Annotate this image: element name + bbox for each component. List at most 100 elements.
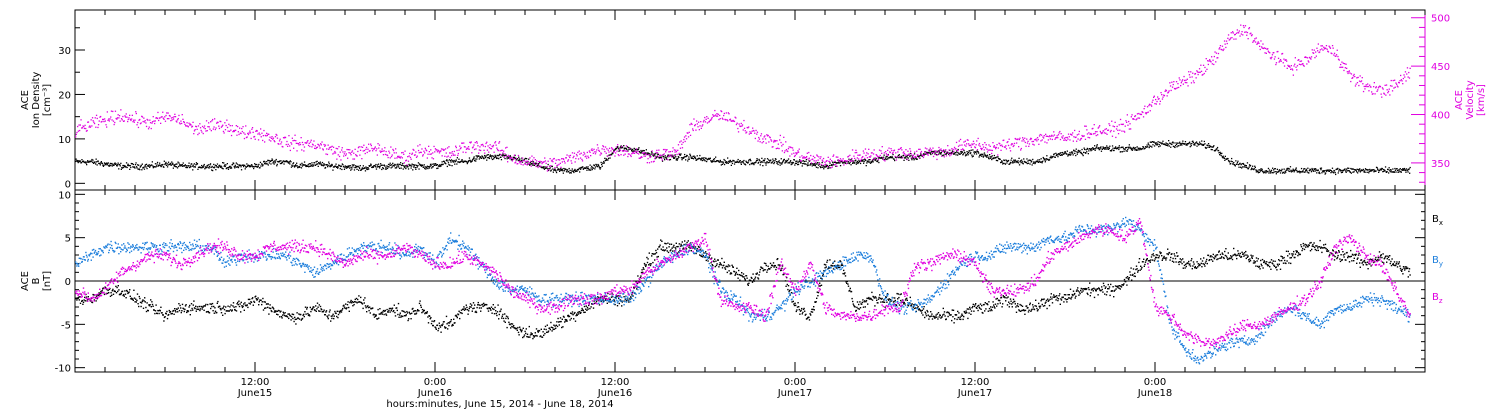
data-point: [429, 165, 431, 167]
data-point: [519, 161, 522, 163]
data-point: [1254, 166, 1256, 169]
data-point: [622, 150, 624, 152]
data-point: [245, 166, 247, 168]
data-point: [336, 166, 338, 168]
data-point: [107, 163, 109, 165]
data-point: [363, 149, 366, 152]
data-point: [239, 127, 241, 129]
data-point: [354, 167, 356, 169]
data-point: [807, 162, 809, 164]
data-point: [248, 166, 251, 168]
data-point: [1085, 149, 1087, 151]
data-point: [362, 150, 364, 152]
data-point: [984, 153, 986, 156]
data-point: [1123, 130, 1125, 132]
data-point: [1220, 154, 1222, 157]
data-point: [524, 157, 527, 160]
data-point: [1368, 172, 1370, 174]
data-point: [1022, 138, 1024, 141]
data-point: [450, 161, 452, 163]
data-point: [1300, 64, 1302, 66]
data-point: [235, 129, 237, 131]
data-point: [745, 160, 747, 162]
data-point: [1009, 163, 1011, 165]
data-point: [536, 160, 538, 162]
data-point: [1188, 142, 1190, 144]
data-point: [119, 164, 121, 166]
data-point: [673, 149, 675, 151]
data-point: [596, 149, 598, 151]
data-point: [855, 159, 857, 161]
data-point: [1123, 150, 1125, 152]
data-point: [176, 119, 179, 121]
data-point: [750, 132, 752, 134]
data-point: [354, 165, 357, 167]
data-point: [663, 153, 665, 155]
data-point: [1115, 128, 1118, 130]
data-point: [434, 151, 436, 153]
data-point: [901, 149, 903, 151]
data-point: [651, 152, 653, 154]
data-point: [456, 163, 458, 165]
data-point: [358, 146, 360, 148]
data-point: [638, 157, 640, 159]
data-point: [1209, 60, 1211, 62]
data-point: [478, 155, 480, 157]
data-point: [153, 120, 155, 122]
data-point: [963, 149, 965, 152]
data-point: [1331, 167, 1334, 169]
data-point: [223, 165, 225, 167]
data-point: [476, 156, 478, 158]
data-point: [1322, 170, 1325, 172]
data-point: [976, 149, 979, 151]
data-point: [674, 151, 676, 153]
data-point: [1139, 147, 1141, 150]
data-point: [865, 165, 867, 167]
data-point: [310, 139, 312, 141]
data-point: [507, 161, 509, 163]
data-point: [253, 167, 255, 170]
data-point: [450, 152, 452, 154]
data-point: [1132, 148, 1134, 150]
data-point: [871, 159, 874, 161]
data-point: [102, 118, 104, 121]
data-point: [185, 304, 187, 306]
data-point: [1335, 55, 1337, 57]
data-point: [249, 132, 252, 134]
data-point: [1292, 74, 1294, 76]
data-point: [923, 153, 926, 155]
data-point: [384, 153, 387, 156]
data-point: [576, 170, 578, 172]
data-point: [155, 165, 158, 167]
data-point: [1247, 168, 1250, 170]
data-point: [1213, 63, 1215, 66]
data-point: [293, 166, 296, 168]
data-point: [1399, 80, 1401, 82]
data-point: [116, 286, 118, 289]
data-point: [739, 160, 741, 162]
data-point: [776, 162, 778, 165]
data-point: [349, 165, 351, 167]
data-point: [320, 163, 322, 165]
data-point: [1196, 145, 1198, 147]
data-point: [570, 160, 572, 162]
data-point: [776, 140, 778, 142]
data-point: [1234, 33, 1236, 35]
data-point: [234, 164, 236, 166]
data-point: [339, 164, 341, 167]
data-point: [100, 161, 102, 163]
data-point: [1377, 169, 1379, 171]
data-point: [734, 116, 736, 118]
data-point: [577, 151, 579, 154]
data-point: [143, 300, 145, 302]
data-point: [382, 154, 385, 156]
data-point: [471, 147, 474, 149]
data-point: [1106, 145, 1108, 147]
data-point: [709, 119, 711, 121]
data-point: [487, 145, 489, 147]
data-point: [1173, 87, 1176, 90]
data-point: [1332, 172, 1335, 174]
data-point: [156, 117, 158, 119]
data-point: [326, 164, 328, 166]
data-point: [1092, 133, 1095, 135]
